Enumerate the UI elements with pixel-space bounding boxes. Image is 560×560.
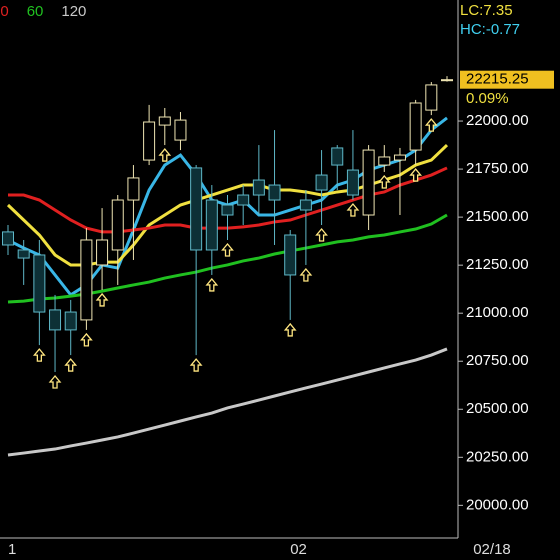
y-tick-label: 20750.00 bbox=[466, 352, 529, 369]
signal-arrow bbox=[299, 267, 313, 282]
signal-arrow bbox=[95, 292, 109, 307]
signal-arrow bbox=[64, 358, 78, 372]
legend-entry: 20 bbox=[0, 3, 9, 20]
last-price-box bbox=[460, 70, 554, 89]
candle-body bbox=[346, 169, 359, 196]
legend-entry: 60 bbox=[27, 3, 44, 20]
moving-average bbox=[7, 347, 448, 457]
signal-arrow bbox=[424, 118, 438, 132]
candle-body bbox=[49, 309, 62, 331]
signal-arrow bbox=[409, 168, 423, 182]
y-tick-label: 20250.00 bbox=[466, 448, 529, 465]
signal-arrow bbox=[315, 227, 328, 242]
candle-body bbox=[33, 254, 46, 313]
y-tick-label: 20500.00 bbox=[466, 400, 529, 417]
candle-body bbox=[425, 84, 438, 111]
signal-arrow bbox=[377, 174, 391, 189]
candle-body bbox=[143, 121, 156, 161]
candle-body bbox=[237, 194, 250, 206]
candle-body bbox=[205, 199, 218, 251]
candle-body bbox=[190, 167, 203, 251]
y-tick-label: 21000.00 bbox=[466, 304, 529, 321]
candle-body bbox=[393, 154, 406, 161]
candle-body bbox=[127, 177, 140, 201]
signal-arrow bbox=[205, 277, 219, 292]
signal-arrow bbox=[158, 148, 172, 162]
candle-body bbox=[441, 79, 453, 82]
y-tick-label: 21500.00 bbox=[466, 208, 529, 225]
candle-body bbox=[409, 102, 422, 151]
signal-arrow bbox=[80, 332, 93, 347]
x-tick-label: 02 bbox=[290, 541, 307, 558]
lc-label: LC:7.35 bbox=[460, 2, 513, 19]
candle-body bbox=[111, 199, 124, 251]
candle-body bbox=[158, 116, 171, 126]
candle-body bbox=[174, 119, 187, 141]
candle-body bbox=[378, 156, 391, 166]
y-tick-label: 21250.00 bbox=[466, 256, 529, 273]
candle-body bbox=[284, 234, 297, 276]
signal-arrow bbox=[346, 203, 360, 217]
candle-body bbox=[2, 231, 14, 246]
candle-body bbox=[64, 311, 77, 331]
legend-entry: 120 bbox=[61, 3, 86, 20]
x-tick-label: 1 bbox=[8, 541, 16, 558]
signal-arrow bbox=[32, 348, 46, 362]
signal-arrow bbox=[48, 374, 62, 389]
last-price-label: 22215.25 bbox=[466, 71, 529, 88]
candle-body bbox=[299, 199, 312, 211]
signal-arrow bbox=[283, 322, 297, 337]
candle-body bbox=[221, 204, 234, 216]
date-label: 02/18 bbox=[473, 541, 511, 558]
y-tick-label: 22000.00 bbox=[466, 112, 529, 129]
candle-body bbox=[80, 239, 93, 321]
change-label: 0.09% bbox=[466, 90, 509, 107]
signal-arrow bbox=[189, 358, 203, 372]
candle-body bbox=[17, 249, 30, 259]
signal-arrow bbox=[221, 242, 234, 257]
candle-body bbox=[252, 179, 265, 196]
candle-body bbox=[331, 147, 344, 166]
y-tick-label: 20000.00 bbox=[466, 496, 529, 513]
candle-body bbox=[268, 184, 281, 201]
candle-body bbox=[362, 149, 375, 216]
candle-body bbox=[96, 239, 109, 266]
y-tick-label: 21750.00 bbox=[466, 160, 529, 177]
hc-label: HC:-0.77 bbox=[460, 21, 520, 38]
candle-body bbox=[315, 174, 328, 191]
